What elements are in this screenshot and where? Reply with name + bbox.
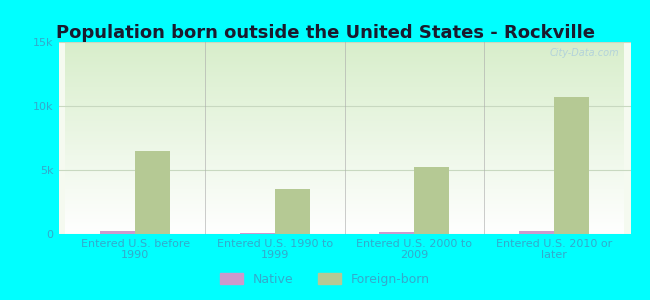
Bar xyxy=(275,189,309,234)
Bar xyxy=(519,231,554,234)
Bar xyxy=(100,231,135,234)
Text: Population born outside the United States - Rockville: Population born outside the United State… xyxy=(55,24,595,42)
Bar xyxy=(414,167,449,234)
Bar xyxy=(135,151,170,234)
Bar xyxy=(240,233,275,234)
Text: City-Data.com: City-Data.com xyxy=(549,48,619,58)
Bar xyxy=(554,97,589,234)
Legend: Native, Foreign-born: Native, Foreign-born xyxy=(215,268,435,291)
Bar xyxy=(380,232,414,234)
